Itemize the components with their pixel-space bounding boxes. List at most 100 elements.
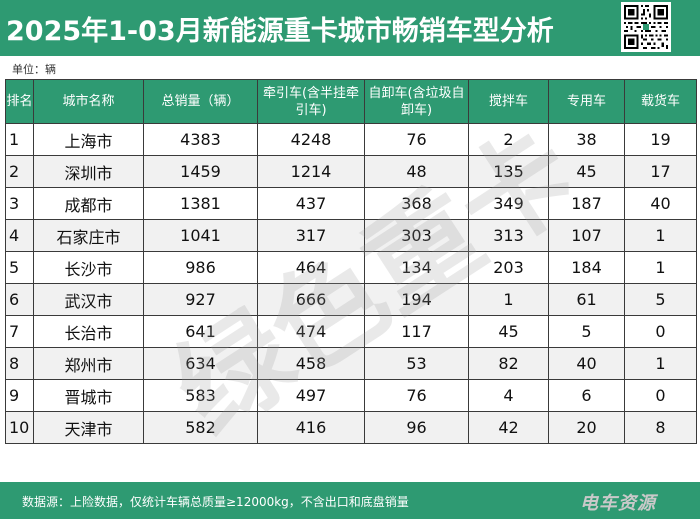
cell-special: 107 [548, 219, 625, 252]
cell-cargo: 17 [624, 155, 697, 188]
cell-mixer: 42 [468, 411, 549, 444]
cell-special: 184 [548, 251, 625, 284]
table-row: 10 天津市 582 416 96 42 20 8 [5, 411, 697, 444]
column-header-special: 专用车 [548, 79, 625, 124]
cell-dump: 48 [364, 155, 469, 188]
cell-special: 6 [548, 379, 625, 412]
cell-tractor: 416 [257, 411, 365, 444]
cell-dump: 53 [364, 347, 469, 380]
cell-mixer: 1 [468, 283, 549, 316]
cell-city: 晋城市 [33, 379, 144, 412]
cell-total: 1459 [143, 155, 258, 188]
column-header-mixer: 搅拌车 [468, 79, 549, 124]
cell-rank: 6 [5, 283, 34, 316]
column-header-city: 城市名称 [33, 79, 144, 124]
cell-city: 长沙市 [33, 251, 144, 284]
cell-dump: 76 [364, 123, 469, 156]
cell-dump: 303 [364, 219, 469, 252]
cell-mixer: 135 [468, 155, 549, 188]
cell-total: 1381 [143, 187, 258, 220]
cell-tractor: 1214 [257, 155, 365, 188]
cell-tractor: 666 [257, 283, 365, 316]
sales-table: 排名 城市名称 总销量（辆） 牵引车(含半挂牵引车) 自卸车(含垃圾自卸车) 搅… [5, 79, 697, 444]
cell-total: 641 [143, 315, 258, 348]
cell-city: 武汉市 [33, 283, 144, 316]
cell-tractor: 458 [257, 347, 365, 380]
header-bar: 2025年1-03月新能源重卡城市畅销车型分析 [0, 0, 700, 56]
cell-city: 郑州市 [33, 347, 144, 380]
cell-dump: 96 [364, 411, 469, 444]
cell-total: 4383 [143, 123, 258, 156]
cell-special: 187 [548, 187, 625, 220]
cell-special: 40 [548, 347, 625, 380]
table-row: 7 长治市 641 474 117 45 5 0 [5, 315, 697, 348]
cell-cargo: 8 [624, 411, 697, 444]
cell-rank: 10 [5, 411, 34, 444]
column-header-tractor: 牵引车(含半挂牵引车) [257, 79, 365, 124]
cell-tractor: 317 [257, 219, 365, 252]
page-title: 2025年1-03月新能源重卡城市畅销车型分析 [6, 16, 554, 47]
cell-city: 成都市 [33, 187, 144, 220]
brand-logo: 电车资源 [580, 493, 656, 514]
cell-special: 20 [548, 411, 625, 444]
cell-cargo: 0 [624, 315, 697, 348]
cell-city: 上海市 [33, 123, 144, 156]
cell-rank: 1 [5, 123, 34, 156]
cell-mixer: 203 [468, 251, 549, 284]
cell-special: 38 [548, 123, 625, 156]
cell-cargo: 1 [624, 347, 697, 380]
cell-special: 5 [548, 315, 625, 348]
footer-bar: 数据源：上险数据，仅统计车辆总质量≥12000kg，不含出口和底盘销量 电车资源 [0, 482, 700, 519]
cell-rank: 4 [5, 219, 34, 252]
table-row: 2 深圳市 1459 1214 48 135 45 17 [5, 155, 697, 188]
cell-total: 1041 [143, 219, 258, 252]
column-header-dump: 自卸车(含垃圾自卸车) [364, 79, 469, 124]
column-header-cargo: 载货车 [624, 79, 697, 124]
column-header-rank: 排名 [5, 79, 34, 124]
cell-tractor: 474 [257, 315, 365, 348]
table-row: 8 郑州市 634 458 53 82 40 1 [5, 347, 697, 380]
cell-city: 石家庄市 [33, 219, 144, 252]
cell-tractor: 437 [257, 187, 365, 220]
qr-code-icon [621, 2, 671, 52]
cell-total: 583 [143, 379, 258, 412]
cell-city: 深圳市 [33, 155, 144, 188]
cell-cargo: 1 [624, 219, 697, 252]
cell-special: 61 [548, 283, 625, 316]
data-source-note: 数据源：上险数据，仅统计车辆总质量≥12000kg，不含出口和底盘销量 [22, 495, 409, 509]
cell-city: 天津市 [33, 411, 144, 444]
cell-rank: 9 [5, 379, 34, 412]
cell-rank: 7 [5, 315, 34, 348]
cell-mixer: 45 [468, 315, 549, 348]
table-row: 6 武汉市 927 666 194 1 61 5 [5, 283, 697, 316]
cell-dump: 134 [364, 251, 469, 284]
cell-rank: 3 [5, 187, 34, 220]
cell-dump: 368 [364, 187, 469, 220]
table-row: 3 成都市 1381 437 368 349 187 40 [5, 187, 697, 220]
cell-rank: 8 [5, 347, 34, 380]
cell-total: 634 [143, 347, 258, 380]
table-row: 4 石家庄市 1041 317 303 313 107 1 [5, 219, 697, 252]
table-row: 5 长沙市 986 464 134 203 184 1 [5, 251, 697, 284]
cell-mixer: 4 [468, 379, 549, 412]
cell-tractor: 4248 [257, 123, 365, 156]
cell-dump: 194 [364, 283, 469, 316]
cell-mixer: 349 [468, 187, 549, 220]
cell-tractor: 464 [257, 251, 365, 284]
cell-rank: 2 [5, 155, 34, 188]
column-header-total: 总销量（辆） [143, 79, 258, 124]
cell-city: 长治市 [33, 315, 144, 348]
cell-total: 927 [143, 283, 258, 316]
cell-total: 582 [143, 411, 258, 444]
cell-dump: 117 [364, 315, 469, 348]
unit-label: 单位：辆 [12, 63, 56, 76]
cell-tractor: 497 [257, 379, 365, 412]
cell-total: 986 [143, 251, 258, 284]
cell-cargo: 19 [624, 123, 697, 156]
cell-rank: 5 [5, 251, 34, 284]
cell-mixer: 82 [468, 347, 549, 380]
table-row: 9 晋城市 583 497 76 4 6 0 [5, 379, 697, 412]
table-row: 1 上海市 4383 4248 76 2 38 19 [5, 123, 697, 156]
cell-cargo: 5 [624, 283, 697, 316]
cell-special: 45 [548, 155, 625, 188]
